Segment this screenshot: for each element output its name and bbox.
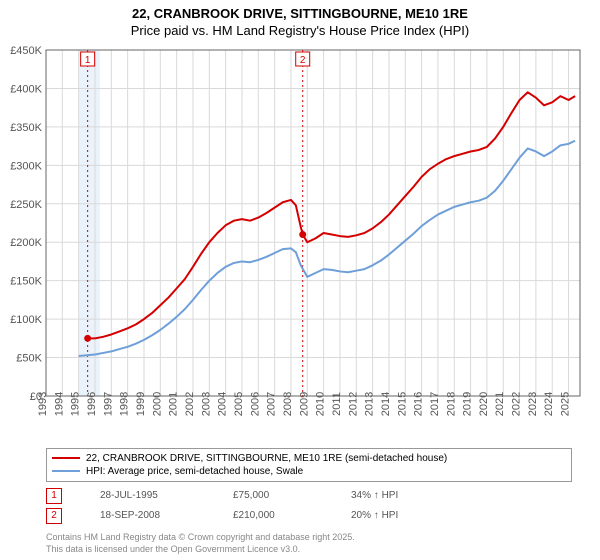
svg-text:£250K: £250K [10,199,42,211]
svg-text:2014: 2014 [380,392,392,416]
marker-row: 2 18-SEP-2008 £210,000 20% ↑ HPI [46,506,572,526]
svg-text:2001: 2001 [168,392,180,416]
svg-text:£400K: £400K [10,83,42,95]
svg-text:£350K: £350K [10,122,42,134]
svg-text:1994: 1994 [53,392,65,416]
legend: 22, CRANBROOK DRIVE, SITTINGBOURNE, ME10… [46,448,572,482]
legend-swatch [52,470,80,472]
legend-label: 22, CRANBROOK DRIVE, SITTINGBOURNE, ME10… [86,453,447,464]
marker-price: £210,000 [233,510,313,521]
svg-text:2021: 2021 [494,392,506,416]
svg-text:1993: 1993 [37,392,49,416]
line-chart-svg: £0£50K£100K£150K£200K£250K£300K£350K£400… [0,42,600,442]
chart-subtitle: Price paid vs. HM Land Registry's House … [0,23,600,42]
svg-text:2019: 2019 [462,392,474,416]
attribution-line: Contains HM Land Registry data © Crown c… [46,532,572,544]
marker-price: £75,000 [233,490,313,501]
svg-text:2008: 2008 [282,392,294,416]
attribution: Contains HM Land Registry data © Crown c… [46,532,572,555]
svg-text:2024: 2024 [543,392,555,416]
marker-date: 28-JUL-1995 [100,490,195,501]
svg-text:1997: 1997 [102,392,114,416]
chart-title: 22, CRANBROOK DRIVE, SITTINGBOURNE, ME10… [0,0,600,23]
legend-label: HPI: Average price, semi-detached house,… [86,466,303,477]
svg-text:2025: 2025 [560,392,572,416]
svg-text:2010: 2010 [315,392,327,416]
svg-text:2020: 2020 [478,392,490,416]
svg-text:£100K: £100K [10,314,42,326]
chart-container: { "header": { "title": "22, CRANBROOK DR… [0,0,600,560]
marker-badge: 1 [46,488,62,504]
svg-text:1998: 1998 [119,392,131,416]
marker-pct: 20% ↑ HPI [351,510,398,521]
chart-plot-area: £0£50K£100K£150K£200K£250K£300K£350K£400… [0,42,600,442]
svg-text:£450K: £450K [10,45,42,57]
svg-text:£300K: £300K [10,160,42,172]
svg-text:1995: 1995 [70,392,82,416]
svg-text:2023: 2023 [527,392,539,416]
marker-row: 1 28-JUL-1995 £75,000 34% ↑ HPI [46,486,572,506]
legend-swatch [52,457,80,459]
svg-text:2017: 2017 [429,392,441,416]
svg-text:2012: 2012 [347,392,359,416]
svg-text:2003: 2003 [200,392,212,416]
svg-text:2004: 2004 [217,392,229,416]
svg-text:2007: 2007 [266,392,278,416]
svg-text:2009: 2009 [298,392,310,416]
svg-text:2002: 2002 [184,392,196,416]
marker-pct: 34% ↑ HPI [351,490,398,501]
svg-text:£200K: £200K [10,237,42,249]
svg-text:2015: 2015 [396,392,408,416]
svg-text:1: 1 [85,55,91,66]
legend-item: HPI: Average price, semi-detached house,… [52,465,566,478]
svg-text:2018: 2018 [445,392,457,416]
svg-text:2005: 2005 [233,392,245,416]
svg-text:2013: 2013 [364,392,376,416]
svg-text:£150K: £150K [10,276,42,288]
marker-badge: 2 [46,508,62,524]
attribution-line: This data is licensed under the Open Gov… [46,544,572,556]
marker-table: 1 28-JUL-1995 £75,000 34% ↑ HPI 2 18-SEP… [46,486,572,526]
svg-text:2006: 2006 [249,392,261,416]
svg-text:1999: 1999 [135,392,147,416]
svg-text:£50K: £50K [16,352,42,364]
svg-text:2016: 2016 [413,392,425,416]
svg-text:2000: 2000 [151,392,163,416]
marker-date: 18-SEP-2008 [100,510,195,521]
legend-item: 22, CRANBROOK DRIVE, SITTINGBOURNE, ME10… [52,452,566,465]
svg-text:2: 2 [300,55,306,66]
svg-text:2022: 2022 [511,392,523,416]
